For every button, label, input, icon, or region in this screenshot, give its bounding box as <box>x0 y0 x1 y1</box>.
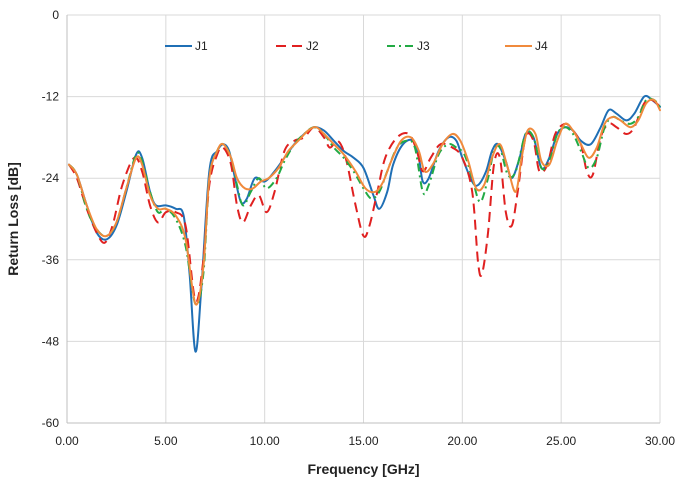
y-axis-title: Return Loss [dB] <box>5 162 21 276</box>
x-axis-title: Frequency [GHz] <box>307 461 419 477</box>
x-tick-label: 5.00 <box>154 434 178 448</box>
y-tick-label: -12 <box>42 90 60 104</box>
legend-label-j1: J1 <box>195 39 208 53</box>
axes: 0 -12 -24 -36 -48 -60 0.00 5.00 10.00 15.00 20.00 2… <box>42 8 676 448</box>
y-tick-label: 0 <box>52 8 59 22</box>
x-tick-label: 30.00 <box>645 434 675 448</box>
y-tick-label: -48 <box>42 334 60 348</box>
series-line-j4 <box>67 98 661 306</box>
y-tick-label: -24 <box>42 171 60 185</box>
x-tick-label: 15.00 <box>348 434 378 448</box>
grid-lines <box>66 14 661 424</box>
x-tick-label: 0.00 <box>55 434 79 448</box>
y-tick-label: -36 <box>42 253 60 267</box>
series-lines <box>67 94 661 353</box>
legend-label-j2: J2 <box>306 39 319 53</box>
x-tick-label: 20.00 <box>447 434 477 448</box>
x-tick-label: 10.00 <box>250 434 280 448</box>
series-line-j3 <box>68 97 661 306</box>
legend: J1 J2 J3 J4 <box>165 39 548 53</box>
x-tick-label: 25.00 <box>546 434 576 448</box>
legend-label-j4: J4 <box>535 39 548 53</box>
y-tick-label: -60 <box>42 416 60 430</box>
legend-label-j3: J3 <box>417 39 430 53</box>
